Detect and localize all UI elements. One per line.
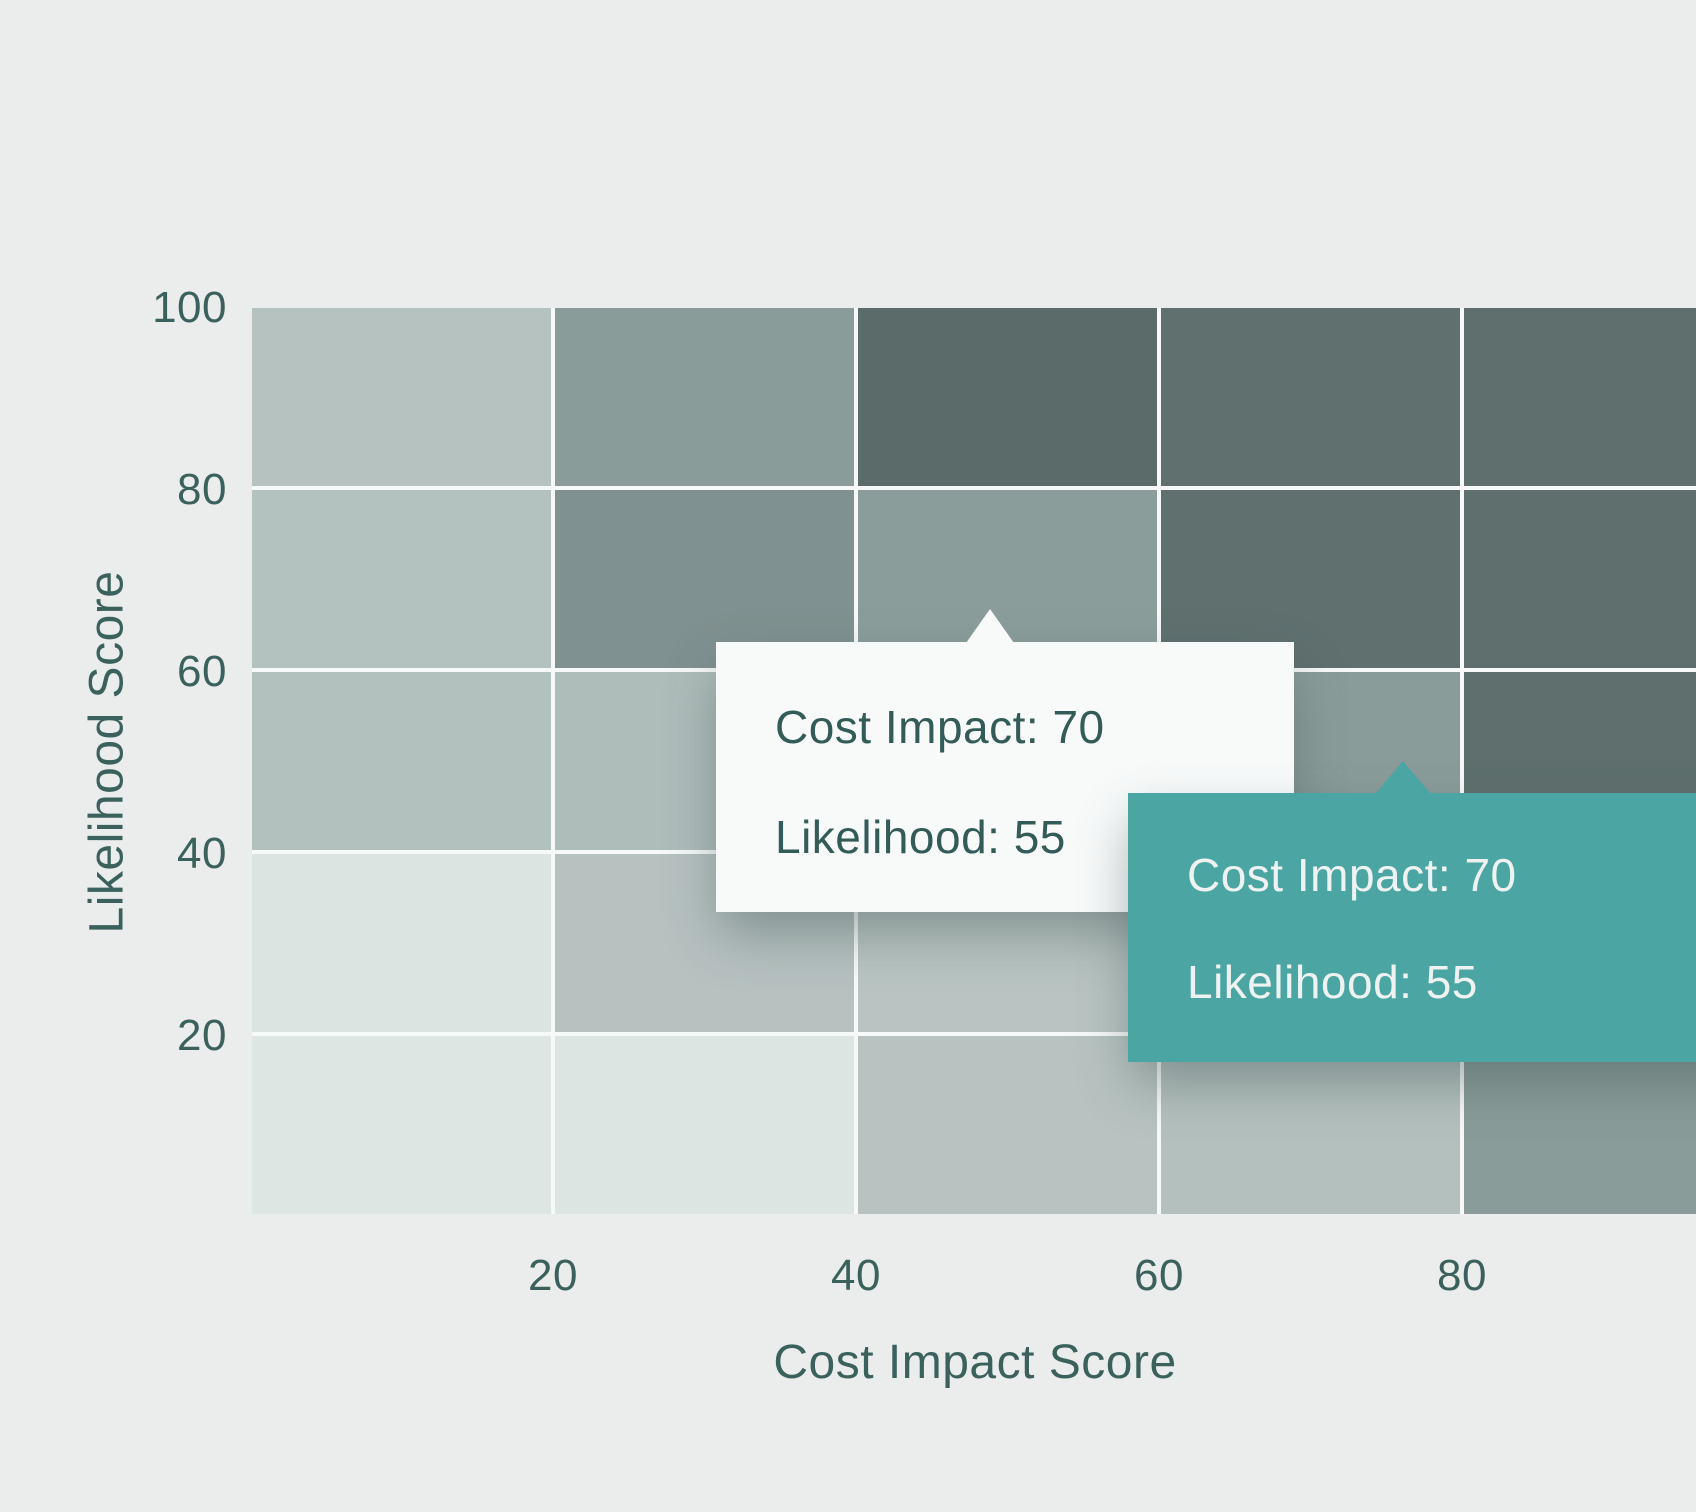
heatmap-cell-r0-c3[interactable]: [1161, 308, 1460, 486]
heatmap-cell-r0-c2[interactable]: [858, 308, 1157, 486]
heatmap-cell-r4-c3[interactable]: [1161, 1036, 1460, 1214]
tooltip-cost-impact-value: Cost Impact: 70: [775, 701, 1105, 753]
heatmap-cell-r3-c0[interactable]: [252, 854, 551, 1032]
tooltip-light-arrow-icon: [966, 609, 1014, 643]
tooltip-cost-impact-value: Cost Impact: 70: [1187, 849, 1517, 901]
y-tick-20: 20: [177, 1011, 227, 1060]
heatmap-cell-r4-c1[interactable]: [555, 1036, 854, 1214]
x-tick-40: 40: [831, 1251, 881, 1300]
x-tick-20: 20: [528, 1251, 578, 1300]
tooltip-likelihood-value: Likelihood: 55: [775, 811, 1066, 863]
y-tick-100: 100: [152, 283, 227, 332]
heatmap-cell-r0-c4[interactable]: [1464, 308, 1696, 486]
tooltip-teal: Cost Impact: 70 Likelihood: 55: [1128, 761, 1696, 1062]
heatmap-cell-r1-c3[interactable]: [1161, 490, 1460, 668]
x-axis-title: Cost Impact Score: [773, 1336, 1177, 1389]
heatmap-cell-r4-c4[interactable]: [1464, 1036, 1696, 1214]
y-tick-60: 60: [177, 647, 227, 696]
heatmap-cell-r1-c1[interactable]: [555, 490, 854, 668]
tooltip-likelihood-value: Likelihood: 55: [1187, 956, 1478, 1008]
y-axis-title: Likelihood Score: [80, 570, 134, 934]
tooltip-teal-arrow-icon: [1376, 761, 1430, 793]
heatmap-cell-r2-c0[interactable]: [252, 672, 551, 850]
heatmap-cell-r1-c0[interactable]: [252, 490, 551, 668]
heatmap-cell-r0-c1[interactable]: [555, 308, 854, 486]
tooltip-light: Cost Impact: 70 Likelihood: 55: [716, 609, 1294, 912]
x-tick-60: 60: [1134, 1251, 1184, 1300]
y-tick-40: 40: [177, 829, 227, 878]
y-tick-80: 80: [177, 465, 227, 514]
heatmap-cell-r1-c4[interactable]: [1464, 490, 1696, 668]
heatmap-cell-r4-c0[interactable]: [252, 1036, 551, 1214]
heatmap-cell-r0-c0[interactable]: [252, 308, 551, 486]
x-tick-80: 80: [1437, 1251, 1487, 1300]
heatmap-cell-r4-c2[interactable]: [858, 1036, 1157, 1214]
